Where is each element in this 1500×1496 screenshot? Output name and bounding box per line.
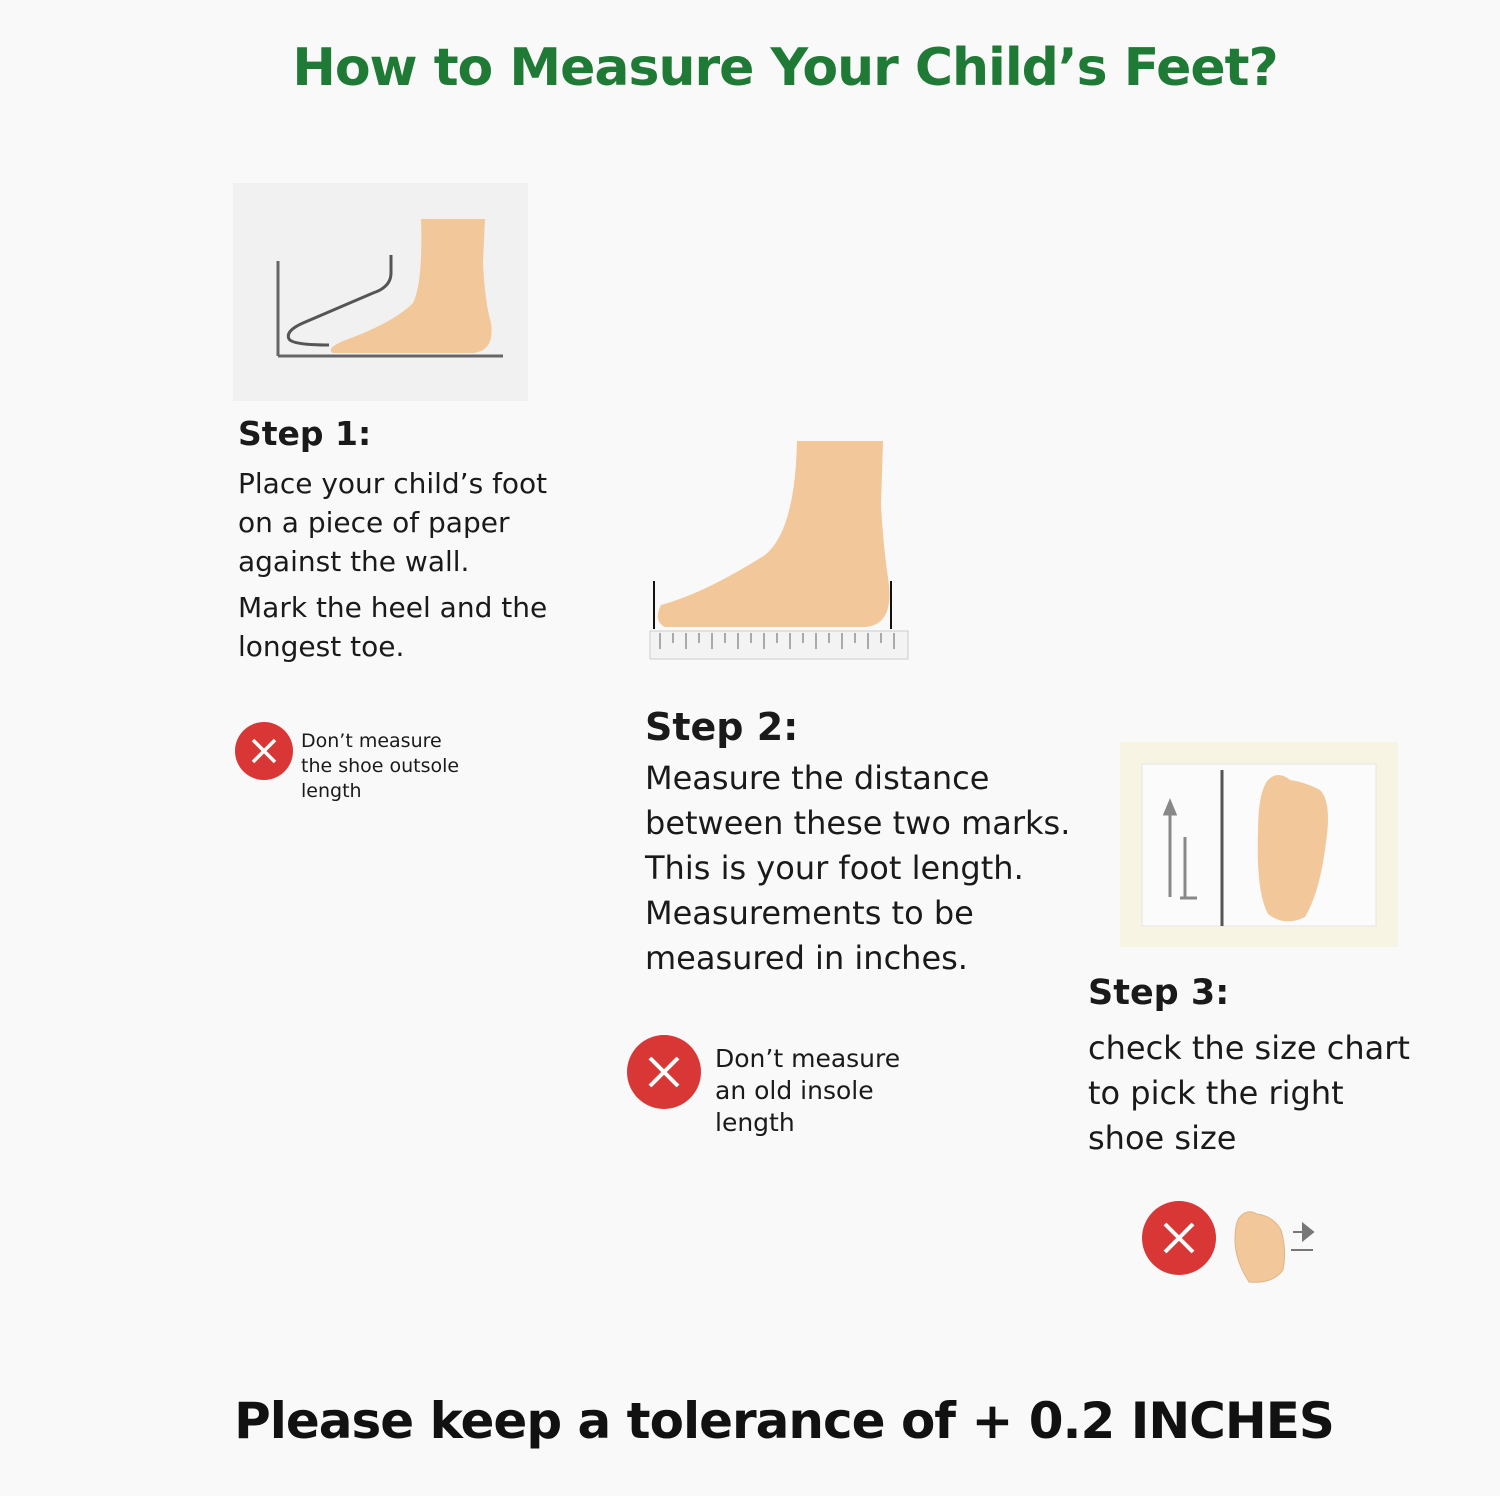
step-1-text: Place your child’s foot on a piece of pa… xyxy=(238,467,548,578)
step-1-heading: Step 1: xyxy=(238,414,372,453)
size-chart-illustration xyxy=(1120,742,1398,947)
arrows-icon xyxy=(1162,798,1197,900)
foot-icon xyxy=(330,219,492,353)
x-circle-icon xyxy=(627,1035,701,1109)
foot-icon xyxy=(1257,775,1328,922)
x-circle-icon xyxy=(235,722,293,780)
warning-insole: Don’t measure an old insole length xyxy=(627,1035,915,1139)
step-2-heading: Step 2: xyxy=(645,705,799,749)
step-2-text: Measure the distance between these two m… xyxy=(645,759,1071,977)
warning-text: Don’t measure an old insole length xyxy=(715,1044,901,1137)
foot-icon xyxy=(1234,1211,1315,1283)
foot-on-ruler-illustration xyxy=(649,441,909,660)
warning-fit xyxy=(1141,1200,1319,1284)
warning-text: Don’t measure the shoe outsole length xyxy=(301,730,460,802)
tolerance-note: Please keep a tolerance of + 0.2 INCHES xyxy=(234,1392,1335,1450)
foot-against-wall-illustration xyxy=(233,183,528,401)
foot-icon xyxy=(657,441,890,627)
page-title: How to Measure Your Child’s Feet? xyxy=(292,38,1278,98)
x-circle-icon xyxy=(1142,1201,1216,1275)
step-3-text: check the size chart to pick the right s… xyxy=(1088,1029,1410,1157)
step-1-text-2: Mark the heel and the longest toe. xyxy=(238,591,548,663)
step-3-heading: Step 3: xyxy=(1088,973,1230,1013)
ruler-icon xyxy=(649,630,909,660)
arrows-icon xyxy=(1291,1221,1315,1251)
shoe-outline-icon xyxy=(286,255,393,347)
warning-outsole: Don’t measure the shoe outsole length xyxy=(235,722,471,804)
